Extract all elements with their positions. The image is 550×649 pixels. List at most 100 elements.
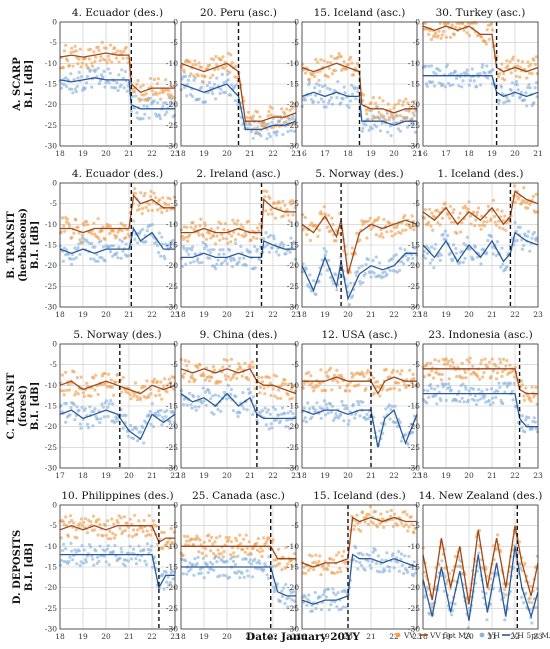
panel-8-vh-point bbox=[500, 246, 504, 250]
panel-14-vv-point bbox=[285, 565, 289, 569]
panel-7-vv-point bbox=[389, 229, 393, 233]
panel-1-vv-point bbox=[100, 40, 104, 45]
panel-3-vv-point bbox=[371, 96, 375, 100]
panel-15-vh-point bbox=[344, 605, 348, 609]
panel-1-vh-point bbox=[139, 117, 143, 121]
panel-10-vv-point bbox=[229, 378, 233, 382]
panel-2-vv-point bbox=[219, 58, 223, 62]
panel-13-vh-point bbox=[106, 544, 110, 548]
panel-15-title: 15. Iceland (des.) bbox=[313, 490, 406, 502]
panel-15-vv-point bbox=[391, 524, 395, 529]
panel-6-vh-point bbox=[223, 259, 227, 263]
panel-4-vh-point bbox=[532, 101, 536, 105]
panel-12-vv-point bbox=[511, 369, 515, 373]
panel-3-vh-point bbox=[350, 92, 354, 96]
panel-8-vv-point bbox=[501, 227, 505, 231]
panel-16-vv-point bbox=[484, 567, 488, 571]
panel-3-vh-point bbox=[367, 128, 371, 132]
panel-14-vh-point bbox=[238, 576, 242, 580]
panel-13-vv-point bbox=[70, 518, 74, 523]
panel-11-vv-point bbox=[330, 388, 334, 392]
panel-16-vv-point bbox=[503, 588, 507, 592]
panel-15-vv-point bbox=[317, 559, 321, 564]
panel-13-vv-point bbox=[118, 526, 122, 531]
panel-8-frame bbox=[422, 182, 539, 308]
panel-8-vv-point bbox=[479, 227, 483, 231]
panel-14-vh-point bbox=[235, 571, 239, 575]
panel-9-vh-point bbox=[68, 413, 72, 417]
panel-8-vv-point bbox=[495, 223, 499, 227]
panel-13-vh-point bbox=[134, 562, 139, 566]
panel-10-vv-point bbox=[240, 374, 244, 378]
panel-4-ytick-label: 0 bbox=[415, 18, 420, 27]
panel-2-vh-ma-line bbox=[180, 83, 297, 131]
panel-7-vh-point bbox=[355, 274, 359, 278]
panel-1-vv-point bbox=[162, 89, 166, 93]
panel-15-vh-point bbox=[318, 595, 322, 599]
panel-13-vv-point bbox=[97, 517, 101, 522]
panel-15-vh-point bbox=[327, 608, 331, 612]
panel-10-vh-point bbox=[188, 391, 192, 395]
panel-6-vh-point bbox=[253, 245, 257, 249]
panel-16-ytick-label: -20 bbox=[408, 583, 420, 592]
panel-15-vv-point bbox=[367, 513, 371, 517]
panel-10-vh-point bbox=[241, 391, 245, 395]
panel-13-vv-point bbox=[101, 534, 105, 538]
panel-15-vh-point bbox=[303, 595, 307, 599]
panel-5-vv-point bbox=[70, 235, 74, 239]
panel-10-vv-point bbox=[258, 385, 263, 389]
panel-8-vv-point bbox=[451, 211, 455, 215]
panel-10-vv-point bbox=[283, 378, 287, 382]
panel-9-vv-point bbox=[157, 389, 161, 393]
panel-9-vh-point bbox=[100, 402, 104, 406]
panel-5-vh-point bbox=[78, 252, 82, 256]
panel-15-vh-point bbox=[335, 605, 339, 609]
panel-8-vv-point bbox=[460, 221, 464, 225]
panel-13-vv-point bbox=[80, 524, 84, 528]
panel-16-ytick-label: -5 bbox=[413, 521, 421, 530]
panel-1-ytick-label: -30 bbox=[45, 142, 57, 151]
panel-7-vh-point bbox=[345, 284, 349, 288]
panel-5-vh-point bbox=[89, 257, 93, 261]
panel-3-vv-point bbox=[386, 102, 390, 106]
panel-14-ytick-label: -10 bbox=[166, 542, 178, 551]
panel-4-vh-point bbox=[461, 79, 465, 83]
panel-3-xtick-label: 16 bbox=[297, 149, 307, 158]
panel-4-vh-point bbox=[523, 98, 527, 102]
panel-4-vh-point bbox=[460, 85, 464, 89]
panel-7-vh-point bbox=[411, 256, 415, 260]
panel-5-xtick-label: 23 bbox=[170, 310, 180, 319]
panel-6-vh-point bbox=[197, 261, 201, 265]
panel-2-vh-point bbox=[213, 82, 217, 86]
panel-8-vv-point bbox=[486, 204, 490, 208]
panel-4-ytick-label: -5 bbox=[413, 38, 421, 47]
panel-12-vv-point bbox=[460, 361, 464, 365]
panel-6-vh-point bbox=[218, 248, 222, 252]
panel-15-vh-point bbox=[392, 566, 396, 570]
panel-11-vh-point bbox=[361, 400, 365, 404]
panel-1-vh-point bbox=[95, 75, 99, 79]
panel-8-xtick-label: 20 bbox=[464, 310, 474, 319]
panel-7-vv-point bbox=[320, 212, 324, 216]
panel-5-vv-point bbox=[111, 229, 115, 233]
panel-7-vh-point bbox=[325, 268, 329, 272]
panel-3-vv-point bbox=[330, 72, 335, 76]
panel-15-vv-point bbox=[318, 554, 322, 558]
panel-3-vv-point bbox=[344, 67, 348, 71]
panel-16-vh-point bbox=[522, 601, 526, 605]
panel-9-vv-point bbox=[159, 380, 163, 384]
panel-13-xtick-label: 22 bbox=[147, 632, 157, 641]
panel-7-vv-point bbox=[396, 230, 400, 234]
panel-6-vh-point bbox=[237, 260, 241, 264]
panel-13-vh-point bbox=[148, 548, 153, 552]
panel-5-xtick-label: 19 bbox=[78, 310, 88, 319]
panel-14-vv-point bbox=[234, 536, 238, 540]
panel-14-vv-point bbox=[284, 545, 288, 550]
panel-1-ytick-label: 0 bbox=[52, 18, 57, 27]
panel-15-ytick-label: -5 bbox=[292, 521, 300, 530]
panel-2-vh-point bbox=[197, 97, 201, 101]
panel-3-vh-point bbox=[327, 101, 331, 105]
panel-8-vv-point bbox=[476, 206, 481, 210]
panel-8-vh-point bbox=[422, 249, 426, 254]
panel-2-vh-point bbox=[186, 78, 190, 82]
